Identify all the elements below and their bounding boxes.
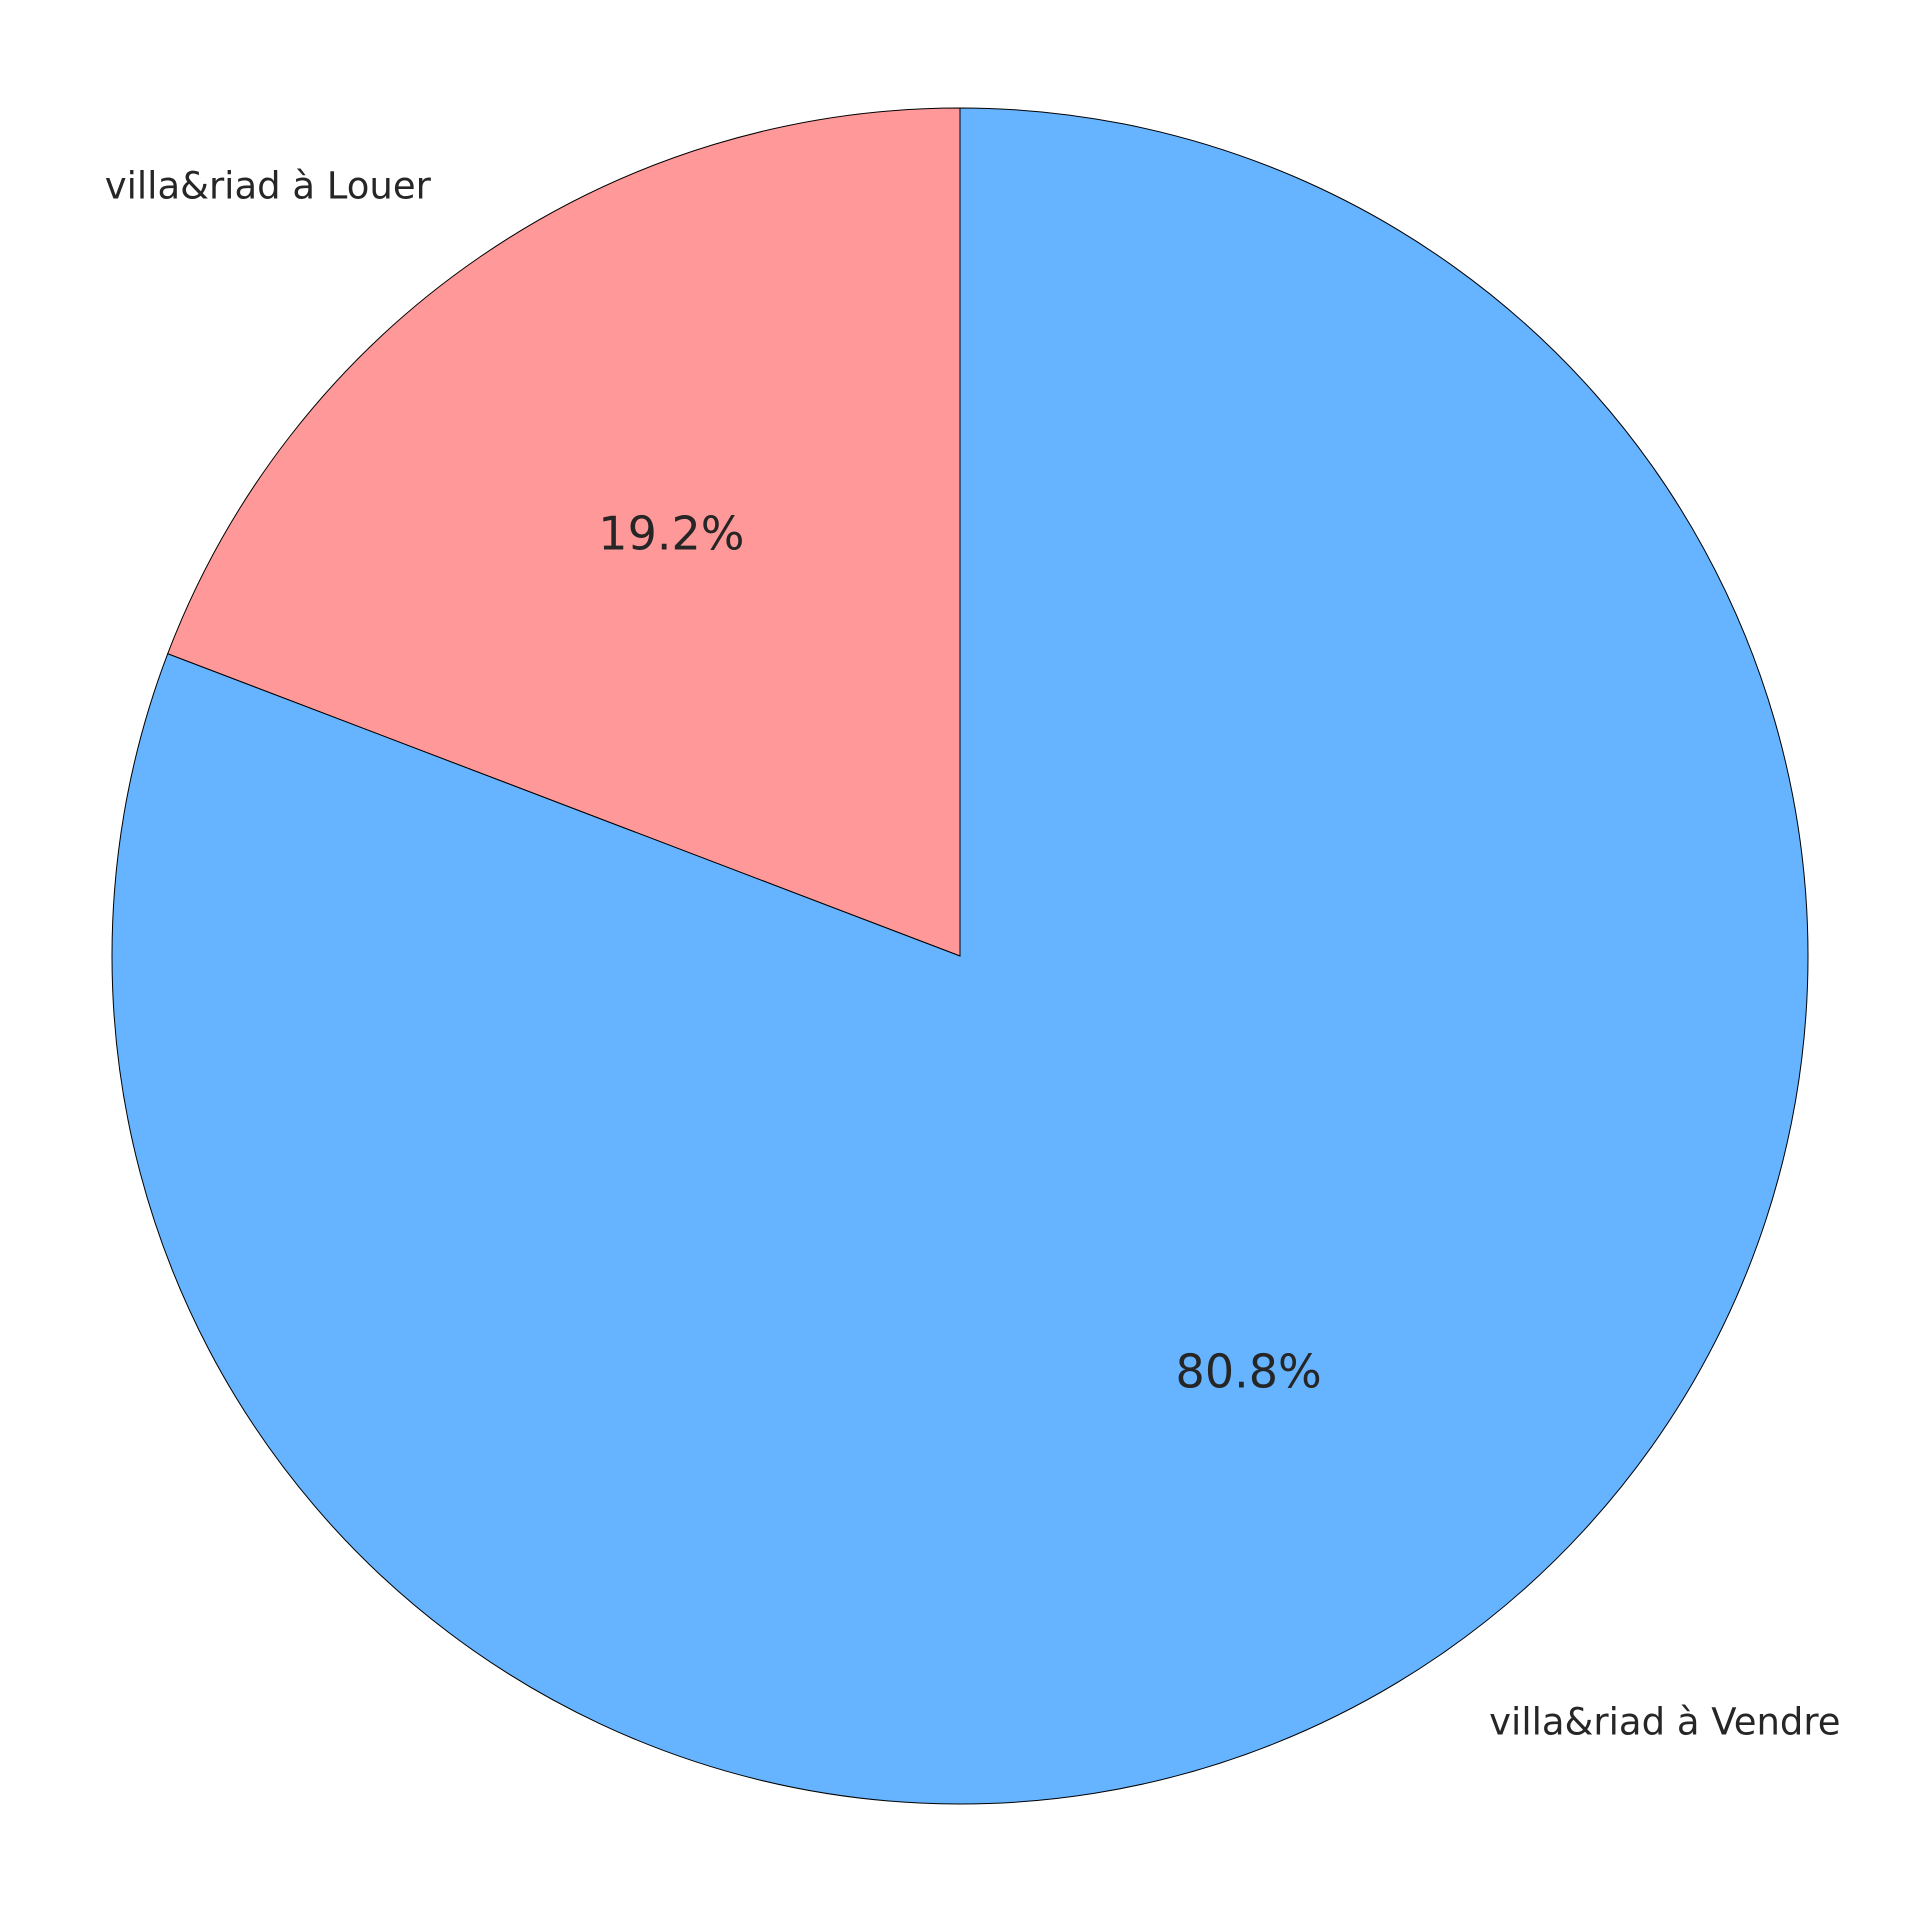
slice-percent-0: 19.2% (598, 506, 744, 560)
pie-slice-0 (167, 107, 961, 957)
slice-label-1: villa&riad à Vendre (1489, 1701, 1840, 1744)
slice-percent-1: 80.8% (1176, 1345, 1322, 1399)
pie-labels: villa&riad à Louer 19.2% villa&riad à Vend… (105, 164, 1841, 1743)
slice-label-0: villa&riad à Louer (105, 164, 432, 207)
pie-slice-1 (111, 107, 1809, 1805)
pie-slices (111, 107, 1809, 1805)
